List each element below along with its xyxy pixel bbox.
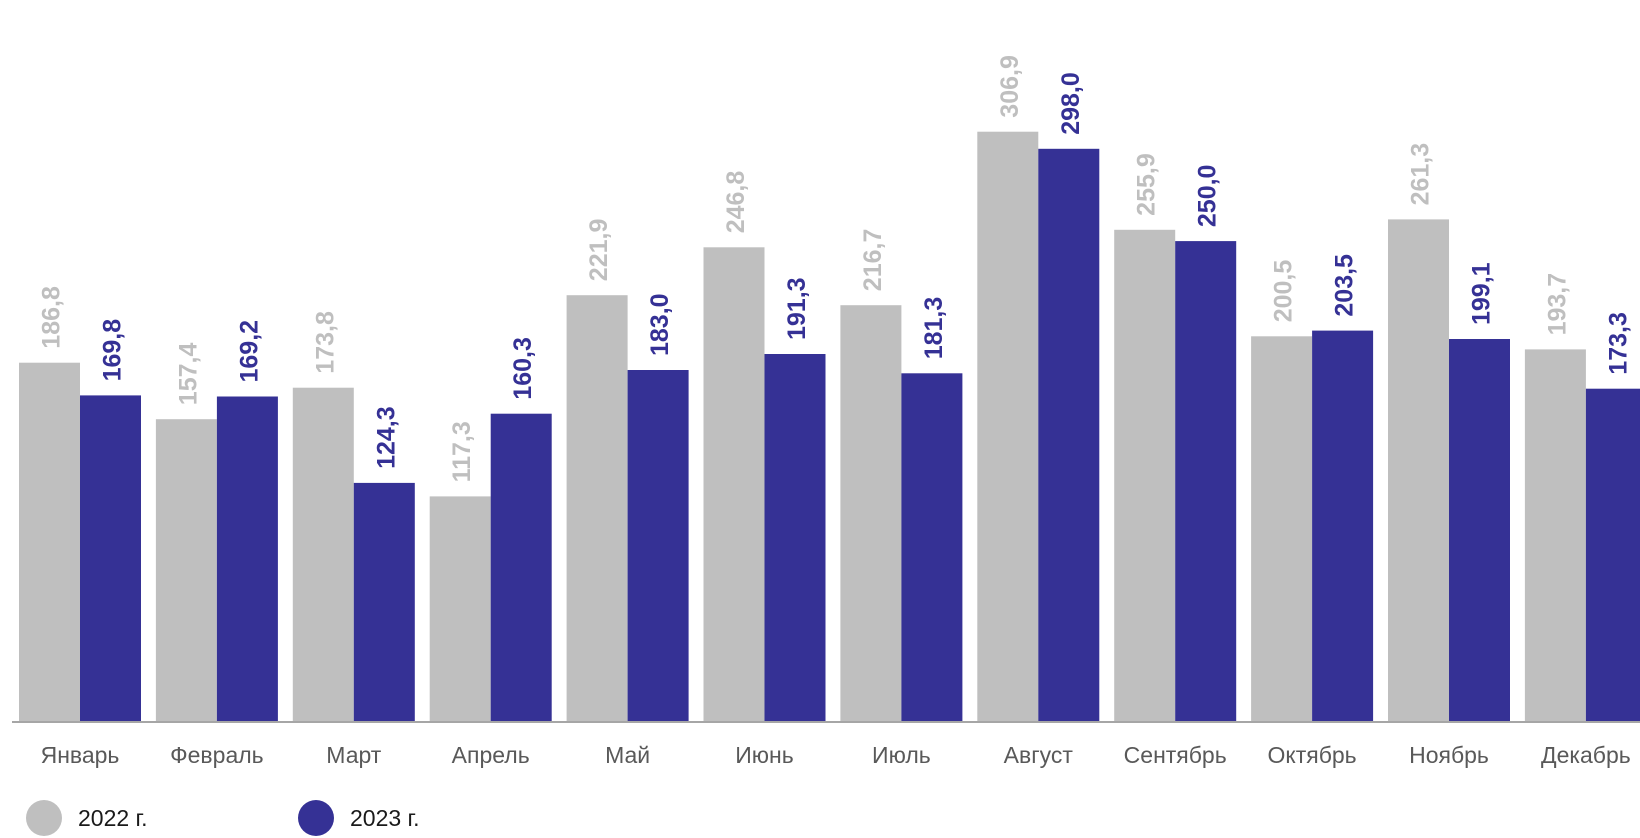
bars-group xyxy=(19,131,1640,723)
bar-march-2022 xyxy=(292,387,354,722)
x-tick-label-november: Ноябрь xyxy=(1409,742,1489,768)
x-tick-label-may: Май xyxy=(605,742,650,768)
bar-august-2022 xyxy=(977,131,1039,722)
data-label-november-2022: 261,3 xyxy=(1407,143,1435,206)
bar-july-2022 xyxy=(840,305,902,722)
data-labels-group: 186,8 169,8 157,4 169,2 173,8 124,3 117,3 160,3… xyxy=(38,55,1633,482)
legend-item-2023: 2023 г. xyxy=(298,800,420,836)
x-tick-label-october: Октябрь xyxy=(1268,742,1357,768)
x-tick-label-july: Июль xyxy=(872,742,931,768)
bar-december-2023 xyxy=(1585,388,1640,722)
data-label-december-2022: 193,7 xyxy=(1543,273,1571,336)
legend-swatch-2022 xyxy=(26,800,62,836)
data-label-june-2023: 191,3 xyxy=(783,277,811,340)
data-label-october-2022: 200,5 xyxy=(1270,260,1298,323)
bar-august-2023 xyxy=(1038,148,1100,723)
x-tick-label-march: Март xyxy=(326,742,381,768)
bar-april-2023 xyxy=(490,413,552,722)
data-label-february-2023: 169,2 xyxy=(235,320,263,383)
bar-september-2022 xyxy=(1114,229,1176,723)
data-label-august-2023: 298,0 xyxy=(1057,72,1085,135)
legend-item-2022: 2022 г. xyxy=(26,800,148,836)
bar-february-2022 xyxy=(155,419,217,722)
bar-january-2022 xyxy=(19,362,80,722)
data-label-march-2023: 124,3 xyxy=(372,406,400,469)
data-label-april-2023: 160,3 xyxy=(509,337,537,400)
data-label-december-2023: 173,3 xyxy=(1604,312,1632,375)
data-label-march-2022: 173,8 xyxy=(311,311,339,374)
bar-may-2022 xyxy=(566,295,628,722)
data-label-september-2022: 255,9 xyxy=(1133,153,1161,216)
bar-october-2022 xyxy=(1251,336,1313,722)
legend: 2022 г. 2023 г. xyxy=(26,800,626,836)
legend-label-2023: 2023 г. xyxy=(350,804,420,831)
x-tick-label-june: Июнь xyxy=(735,742,793,768)
data-label-february-2022: 157,4 xyxy=(174,343,202,406)
data-label-november-2023: 199,1 xyxy=(1468,262,1496,325)
bar-chart: 186,8 169,8 157,4 169,2 173,8 124,3 117,3 160,3… xyxy=(12,55,1640,768)
data-label-october-2023: 203,5 xyxy=(1331,254,1359,317)
x-tick-label-january: Январь xyxy=(41,742,120,768)
data-label-july-2023: 181,3 xyxy=(920,297,948,360)
bar-december-2022 xyxy=(1524,349,1586,722)
data-label-july-2022: 216,7 xyxy=(859,229,887,292)
bar-june-2023 xyxy=(764,354,826,722)
data-label-june-2022: 246,8 xyxy=(722,171,750,234)
x-tick-label-september: Сентябрь xyxy=(1124,742,1227,768)
bar-february-2023 xyxy=(216,396,278,722)
bar-november-2022 xyxy=(1388,219,1449,722)
bar-october-2023 xyxy=(1312,330,1374,722)
data-label-may-2022: 221,9 xyxy=(585,219,613,282)
x-tick-label-december: Декабрь xyxy=(1541,742,1631,768)
bar-may-2023 xyxy=(627,370,689,722)
data-label-april-2022: 117,3 xyxy=(448,421,476,482)
bar-july-2023 xyxy=(901,373,963,722)
bar-september-2023 xyxy=(1175,241,1237,722)
x-tick-label-april: Апрель xyxy=(452,742,530,768)
data-label-january-2023: 169,8 xyxy=(99,319,127,382)
data-label-september-2023: 250,0 xyxy=(1194,165,1222,228)
x-tick-label-august: Август xyxy=(1004,742,1074,768)
x-tick-labels-group: Январь Февраль Март Апрель Май Июнь Июль Август… xyxy=(41,742,1631,768)
bar-november-2023 xyxy=(1449,339,1510,722)
bar-march-2023 xyxy=(353,482,415,722)
bar-january-2023 xyxy=(80,395,141,722)
data-label-january-2022: 186,8 xyxy=(38,286,66,349)
legend-label-2022: 2022 г. xyxy=(78,804,148,831)
bar-april-2022 xyxy=(429,496,491,722)
x-tick-label-february: Февраль xyxy=(170,742,263,768)
data-label-august-2022: 306,9 xyxy=(996,55,1024,118)
data-label-may-2023: 183,0 xyxy=(646,293,674,356)
bar-june-2022 xyxy=(703,247,765,723)
legend-swatch-2023 xyxy=(298,800,334,836)
